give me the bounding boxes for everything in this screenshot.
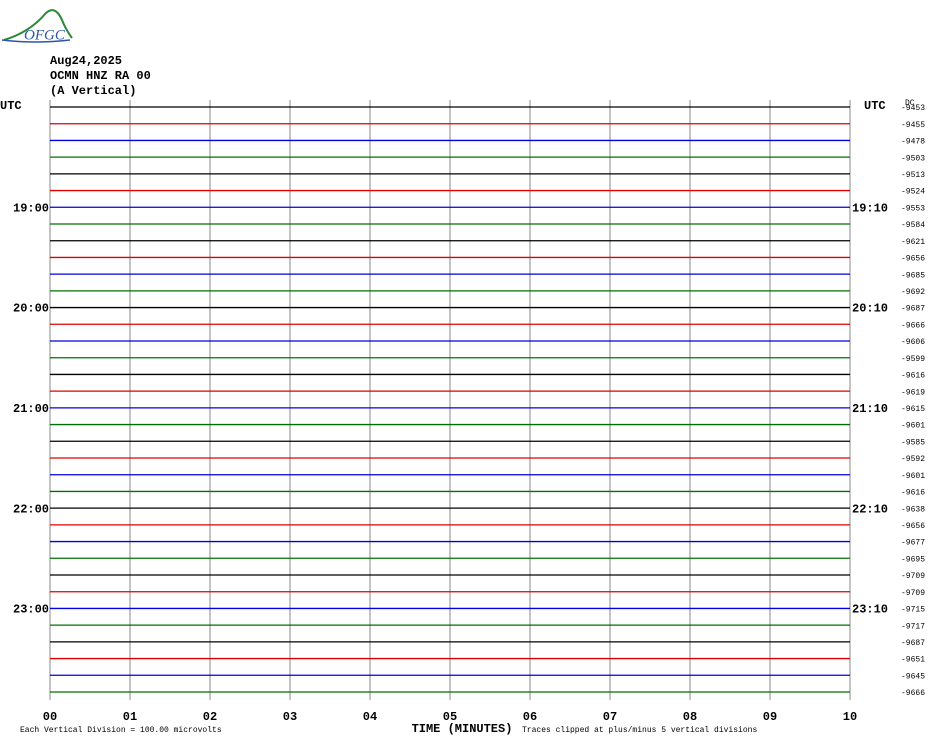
x-tick-label: 00: [43, 710, 57, 724]
hour-label-right: 23:10: [852, 603, 888, 617]
dc-offset: -9601: [901, 472, 925, 481]
right-unit: UTC: [864, 99, 886, 113]
dc-offset: -9615: [901, 405, 925, 414]
x-tick-label: 06: [523, 710, 537, 724]
dc-offset: -9666: [901, 689, 925, 698]
dc-offset: -9619: [901, 388, 925, 397]
dc-offset: -9687: [901, 639, 925, 648]
dc-offset: -9715: [901, 606, 925, 615]
logo-text: OFGC: [24, 27, 66, 43]
hour-label: 20:00: [13, 302, 49, 316]
dc-offset: -9601: [901, 422, 925, 431]
dc-offset: -9687: [901, 305, 925, 314]
dc-offset: -9656: [901, 522, 925, 531]
x-tick-label: 08: [683, 710, 697, 724]
hour-label: 19:00: [13, 201, 49, 215]
hour-label-right: 19:10: [852, 201, 888, 215]
x-axis-label: TIME (MINUTES): [412, 722, 513, 736]
hour-label-right: 20:10: [852, 302, 888, 316]
x-tick-label: 09: [763, 710, 777, 724]
x-tick-label: 04: [363, 710, 377, 724]
component: (A Vertical): [50, 84, 136, 98]
dc-offset: -9616: [901, 372, 925, 381]
dc-offset: -9709: [901, 572, 925, 581]
dc-offset: -9599: [901, 355, 925, 364]
x-tick-label: 05: [443, 710, 457, 724]
dc-offset: -9666: [901, 321, 925, 330]
dc-label: DC: [905, 99, 915, 108]
x-tick-label: 02: [203, 710, 217, 724]
dc-offset: -9524: [901, 188, 925, 197]
dc-offset: -9651: [901, 656, 925, 665]
dc-offset: -9584: [901, 221, 925, 230]
dc-offset: -9677: [901, 539, 925, 548]
x-tick-label: 01: [123, 710, 137, 724]
dc-offset: -9453: [901, 104, 925, 113]
date: Aug24,2025: [50, 54, 122, 68]
clip-note: Traces clipped at plus/minus 5 vertical …: [522, 726, 757, 735]
station: OCMN HNZ RA 00: [50, 69, 151, 83]
dc-offset: -9645: [901, 672, 925, 681]
x-tick-label: 10: [843, 710, 857, 724]
dc-offset: -9692: [901, 288, 925, 297]
hour-label-right: 22:10: [852, 502, 888, 516]
hour-label: 23:00: [13, 603, 49, 617]
x-tick-label: 03: [283, 710, 297, 724]
dc-offset: -9606: [901, 338, 925, 347]
hour-label: 22:00: [13, 502, 49, 516]
dc-offset: -9585: [901, 438, 925, 447]
dc-offset: -9455: [901, 121, 925, 130]
dc-offset: -9503: [901, 154, 925, 163]
x-tick-label: 07: [603, 710, 617, 724]
dc-offset: -9709: [901, 589, 925, 598]
dc-offset: -9478: [901, 138, 925, 147]
dc-offset: -9616: [901, 489, 925, 498]
left-unit: UTC: [0, 99, 22, 113]
dc-offset: -9553: [901, 204, 925, 213]
dc-offset: -9685: [901, 271, 925, 280]
scale-note: Each Vertical Division = 100.00 microvol…: [20, 726, 222, 735]
dc-offset: -9513: [901, 171, 925, 180]
dc-offset: -9592: [901, 455, 925, 464]
dc-offset: -9621: [901, 238, 925, 247]
dc-offset: -9717: [901, 622, 925, 631]
logo-mountain: [3, 9, 73, 41]
dc-offset: -9695: [901, 555, 925, 564]
logo-wave: [1, 39, 71, 43]
hour-label-right: 21:10: [852, 402, 888, 416]
logo: OFGC: [1, 9, 73, 43]
hour-label: 21:00: [13, 402, 49, 416]
dc-offset: -9656: [901, 255, 925, 264]
dc-offset: -9638: [901, 505, 925, 514]
